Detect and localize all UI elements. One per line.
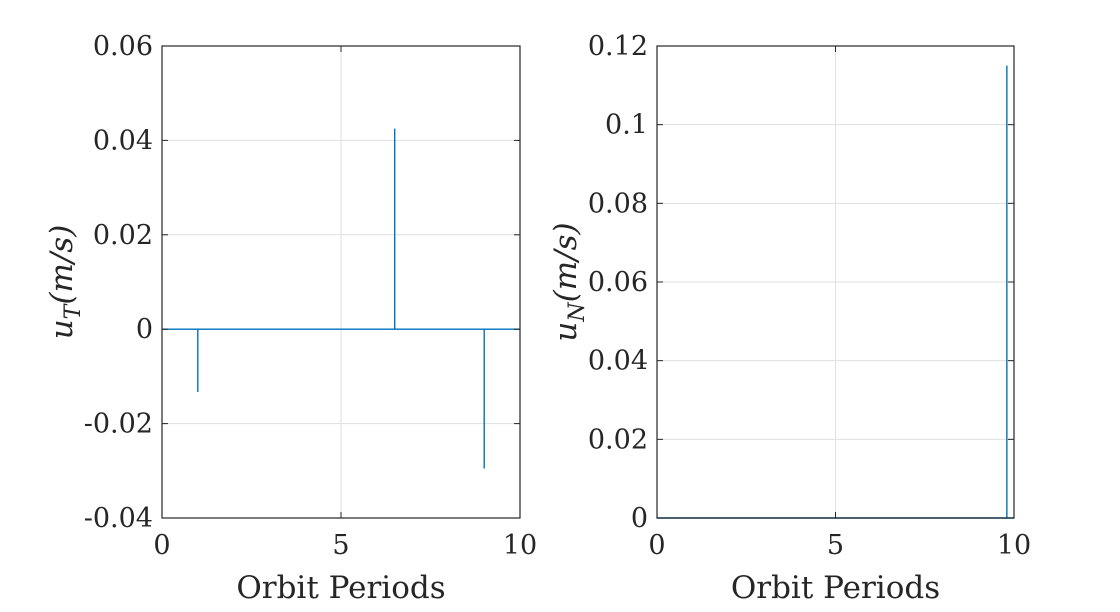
y-tick-label: 0.08 [588, 188, 648, 219]
y-tick-label: 0.04 [93, 125, 153, 156]
y-axis-label-unit: (m/s) [548, 222, 584, 302]
x-axis-label: Orbit Periods [236, 570, 445, 606]
y-axis-label-var: u [548, 322, 584, 342]
y-tick-label: 0.04 [588, 346, 648, 377]
y-tick-label: 0 [136, 314, 153, 345]
y-tick-label: 0.02 [93, 220, 153, 251]
x-tick-label: 10 [997, 530, 1031, 561]
y-tick-label: 0.12 [588, 31, 648, 62]
y-axis-label-var: u [44, 319, 80, 339]
subplot-1: 0 5 10 -0.04 -0.02 0 0.02 0.04 0.06 Orbit Periods… [44, 31, 537, 606]
y-tick-label: -0.04 [84, 503, 153, 534]
subplot-2: 0 5 10 0 0.02 0.04 0.06 0.08 0.1 0.12 Orbit Period… [548, 31, 1031, 606]
y-axis-label-sub: T [61, 302, 86, 319]
x-tick-label: 5 [332, 530, 349, 561]
y-axis-label-sub: N [565, 302, 590, 323]
y-tick-label: -0.02 [84, 409, 153, 440]
y-axis-label: uT(m/s) [44, 225, 86, 340]
x-tick-label: 10 [503, 530, 537, 561]
y-tick-label: 0.02 [588, 424, 648, 455]
x-tick-label: 0 [648, 530, 665, 561]
x-tick-label: 5 [827, 530, 844, 561]
x-axis-label: Orbit Periods [731, 570, 940, 606]
y-tick-label: 0.06 [93, 31, 153, 62]
y-axis-label: uN(m/s) [548, 222, 590, 341]
series-line-1 [162, 128, 520, 469]
y-tick-label: 0 [631, 503, 648, 534]
y-tick-label: 0.06 [588, 267, 648, 298]
x-tick-label: 0 [153, 530, 170, 561]
y-tick-label: 0.1 [605, 110, 648, 141]
y-axis-label-unit: (m/s) [44, 225, 80, 305]
